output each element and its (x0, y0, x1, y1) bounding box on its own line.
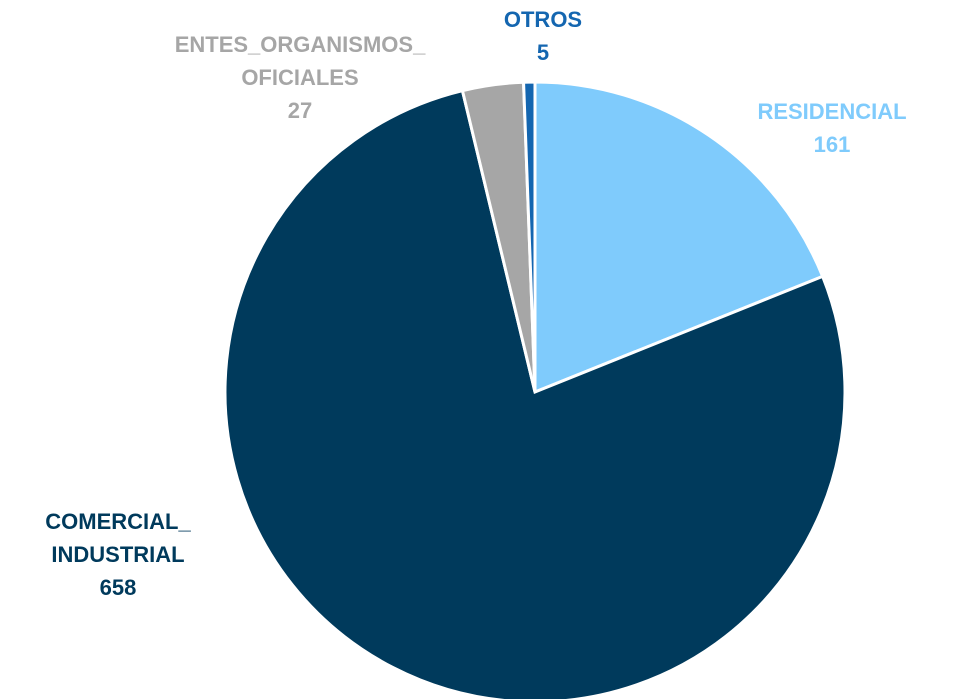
pie-slice (223, 88, 847, 699)
category-label: ENTES_ORGANISMOS_ OFICIALES (174, 32, 426, 90)
slice-label: OTROS 5 (504, 3, 582, 69)
value-label: 5 (536, 40, 550, 65)
value-label: 27 (287, 98, 313, 123)
value-label: 658 (99, 575, 137, 600)
category-label: RESIDENCIAL (757, 99, 907, 124)
pie-slice (522, 80, 537, 393)
category-label: OTROS (503, 7, 583, 32)
slice-label: RESIDENCIAL 161 (757, 95, 906, 161)
slice-label: ENTES_ORGANISMOS_ OFICIALES 27 (175, 28, 426, 127)
value-label: 161 (813, 132, 851, 157)
category-label: COMERCIAL_ INDUSTRIAL (45, 509, 191, 567)
pie-slice (533, 80, 825, 395)
slice-label: COMERCIAL_ INDUSTRIAL 658 (45, 505, 190, 604)
